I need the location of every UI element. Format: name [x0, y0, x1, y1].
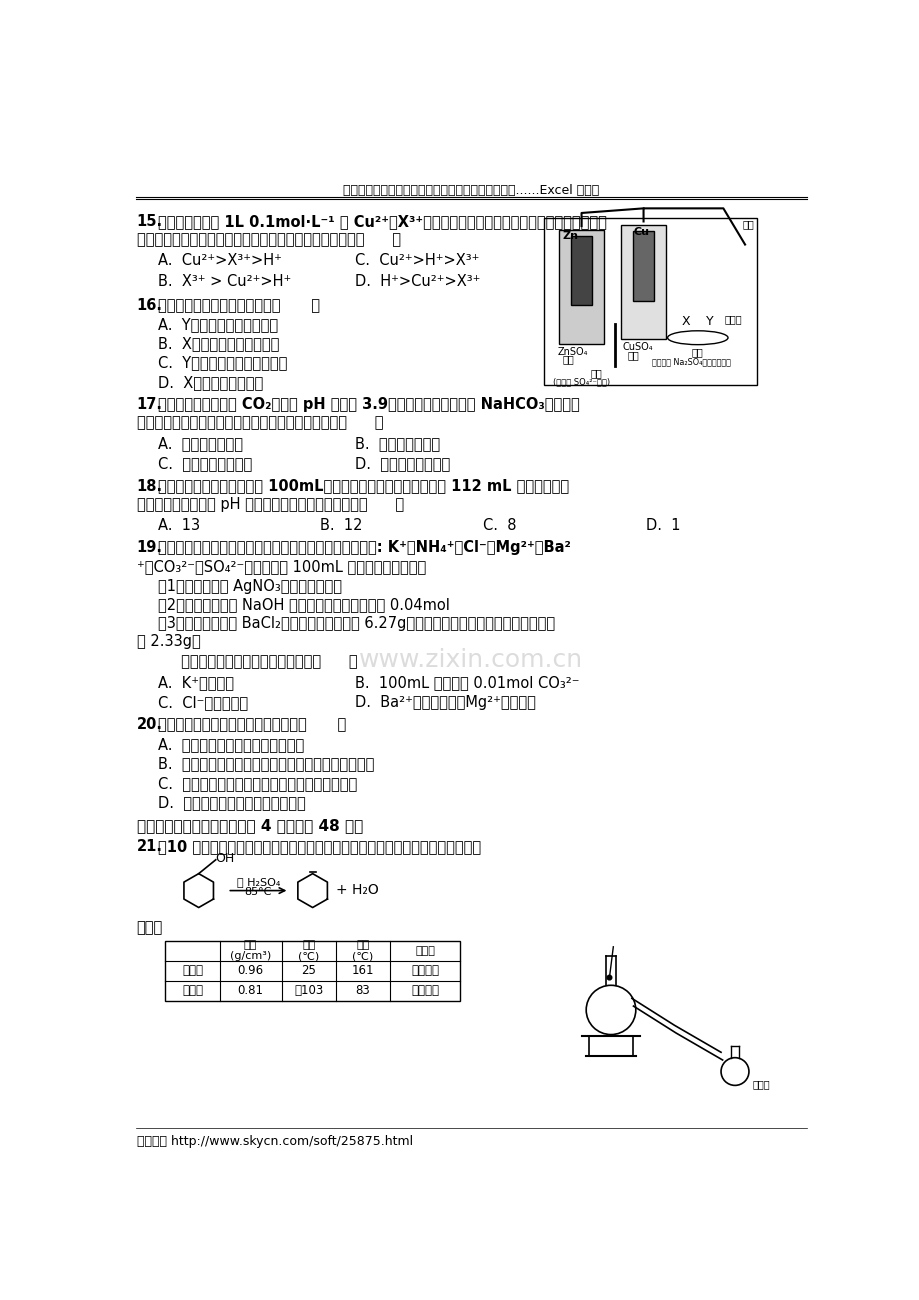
Text: 其浓度时，适宜选用的指示剂及其终点的颜色变化是（      ）: 其浓度时，适宜选用的指示剂及其终点的颜色变化是（ ）: [137, 416, 383, 430]
Ellipse shape: [667, 330, 727, 344]
Text: 25: 25: [301, 965, 316, 978]
Circle shape: [720, 1058, 748, 1085]
Text: 0.96: 0.96: [237, 965, 264, 978]
Polygon shape: [298, 874, 327, 907]
Text: 浓 H₂SO₄: 浓 H₂SO₄: [236, 876, 279, 887]
Text: 表面皿: 表面皿: [724, 315, 742, 325]
Text: 溶液: 溶液: [627, 350, 639, 360]
Text: 况），此时电解液的 pH 为（电解液的体积保持不变）（      ）: 况），此时电解液的 pH 为（电解液的体积保持不变）（ ）: [137, 497, 403, 512]
Text: B.  100mL 溶液中含 0.01mol CO₃²⁻: B. 100mL 溶液中含 0.01mol CO₃²⁻: [355, 675, 579, 690]
Text: 15.: 15.: [137, 213, 163, 229]
Text: 沸点
(℃): 沸点 (℃): [352, 940, 373, 962]
Text: A.  13: A. 13: [157, 517, 199, 533]
Text: D.  1: D. 1: [645, 517, 680, 533]
Text: 环己醇: 环己醇: [182, 965, 203, 978]
Text: （3）第三份加足量 BaCl₂溶液后，得干燥沉淀 6.27g，经足量盐酸洗涤、干燥后，沉淀质量: （3）第三份加足量 BaCl₂溶液后，得干燥沉淀 6.27g，经足量盐酸洗涤、干…: [157, 616, 554, 630]
Text: ⁺、CO₃²⁻、SO₄²⁻，现取三份 100mL 溶液进行如下实验：: ⁺、CO₃²⁻、SO₄²⁻，现取三份 100mL 溶液进行如下实验：: [137, 559, 425, 573]
Text: C.  甲基橙，由橙变黄: C. 甲基橙，由橙变黄: [157, 456, 252, 472]
Text: 如图所示，下列叙述正确的是（      ）: 如图所示，下列叙述正确的是（ ）: [158, 298, 320, 313]
Text: 已知：: 已知：: [137, 920, 163, 935]
Text: B.  X³⁺ > Cu²⁺>H⁺: B. X³⁺ > Cu²⁺>H⁺: [157, 274, 290, 289]
Text: A.  用渗析的方法精制氢氧化铁胶体: A. 用渗析的方法精制氢氧化铁胶体: [157, 737, 303, 753]
Text: 二、填空、实验题（本题包括 4 小题，共 48 分）: 二、填空、实验题（本题包括 4 小题，共 48 分）: [137, 818, 363, 833]
Text: 用惰性电极电解 1L 0.1mol·L⁻¹ 含 Cu²⁺、X³⁺的水溶液，阴极增重量与通过电子的物质的量的: 用惰性电极电解 1L 0.1mol·L⁻¹ 含 Cu²⁺、X³⁺的水溶液，阴极增…: [158, 213, 607, 229]
Text: 下列分离或提纯物质的方法错误的是（      ）: 下列分离或提纯物质的方法错误的是（ ）: [158, 718, 346, 732]
Text: 根据上述实验，以下推测正确的是（      ）: 根据上述实验，以下推测正确的是（ ）: [157, 654, 357, 670]
Text: D.  Ba²⁺一定不存在，Mg²⁺可能存在: D. Ba²⁺一定不存在，Mg²⁺可能存在: [355, 696, 536, 710]
Text: C.  用加热的方法提纯含有少量碳酸氢钠的碳酸钠: C. 用加热的方法提纯含有少量碳酸氢钠的碳酸钠: [157, 776, 357, 790]
Text: 冰水浴: 冰水浴: [751, 1079, 769, 1089]
Text: 今有一混合物的水溶液，只可能含有以下离子中的若干种: K⁺、NH₄⁺、Cl⁻、Mg²⁺、Ba²: 今有一混合物的水溶液，只可能含有以下离子中的若干种: K⁺、NH₄⁺、Cl⁻、M…: [158, 541, 571, 555]
Bar: [165, 941, 460, 1001]
Text: （2）第二份加足量 NaOH 溶液加热后，收集到气体 0.04mol: （2）第二份加足量 NaOH 溶液加热后，收集到气体 0.04mol: [157, 597, 449, 612]
Text: A.  Y为阴极，发生还原反应: A. Y为阴极，发生还原反应: [157, 317, 278, 332]
Text: －103: －103: [294, 984, 323, 997]
Bar: [543, 217, 756, 386]
Text: 为 2.33g。: 为 2.33g。: [137, 634, 200, 649]
Text: A.  石蕊，由蓝变红: A. 石蕊，由蓝变红: [157, 437, 243, 451]
Text: 测验、考试成绩录入（登分）的不可少工具（免费）......Excel 登分王: 测验、考试成绩录入（登分）的不可少工具（免费）......Excel 登分王: [343, 183, 599, 196]
Text: 能溶于水: 能溶于水: [411, 965, 438, 978]
Text: 关系如图所示，则溶液中离子的氧化性有强到弱的顺序是（      ）: 关系如图所示，则溶液中离子的氧化性有强到弱的顺序是（ ）: [137, 233, 401, 247]
Text: 溶解性: 溶解性: [414, 945, 435, 956]
Text: C.  8: C. 8: [482, 517, 516, 533]
Text: B.  酚酞，红色褪去: B. 酚酞，红色褪去: [355, 437, 440, 451]
Text: D.  用盐析的方法分离、提纯蛋白质: D. 用盐析的方法分离、提纯蛋白质: [157, 796, 305, 810]
Text: （滴加了 Na₂SO₄、酚酞溶液）: （滴加了 Na₂SO₄、酚酞溶液）: [652, 358, 731, 367]
Text: B.  用溶解、过滤的方法提纯含有少量硫酸钡的碳酸钡: B. 用溶解、过滤的方法提纯含有少量硫酸钡的碳酸钡: [157, 757, 374, 772]
Text: B.  X为正极，发生氧化反应: B. X为正极，发生氧化反应: [157, 337, 278, 351]
Text: （10 分）某化学小组采用类似制乙酸乙酯的装置（如图），以环己醇制备环己烯: （10 分）某化学小组采用类似制乙酸乙酯的装置（如图），以环己醇制备环己烯: [158, 838, 481, 854]
Text: D.  H⁺>Cu²⁺>X³⁺: D. H⁺>Cu²⁺>X³⁺: [355, 274, 480, 289]
Text: A.  Cu²⁺>X³⁺>H⁺: A. Cu²⁺>X³⁺>H⁺: [157, 254, 281, 268]
Text: D.  甲基橙，由黄变橙: D. 甲基橙，由黄变橙: [355, 456, 450, 472]
Text: 21.: 21.: [137, 838, 163, 854]
Text: 滤纸: 滤纸: [691, 347, 703, 358]
Text: D.  X为滤纸接触处变红: D. X为滤纸接触处变红: [157, 374, 263, 390]
Bar: [559, 230, 604, 344]
Text: 0.81: 0.81: [237, 984, 264, 997]
Text: C.  Cl⁻不可能存在: C. Cl⁻不可能存在: [157, 696, 247, 710]
Text: Zn: Zn: [562, 231, 577, 242]
Text: OH: OH: [216, 852, 234, 864]
Text: www.zixin.com.cn: www.zixin.com.cn: [359, 647, 583, 672]
Text: 下载地址 http://www.skycn.com/soft/25875.html: 下载地址 http://www.skycn.com/soft/25875.htm…: [137, 1135, 413, 1148]
Circle shape: [585, 985, 635, 1035]
Text: 铜丝: 铜丝: [742, 220, 754, 229]
Text: A.  K⁺一定存在: A. K⁺一定存在: [157, 675, 233, 690]
Text: C.  Cu²⁺>H⁺>X³⁺: C. Cu²⁺>H⁺>X³⁺: [355, 254, 479, 268]
Text: （1）第一份加入 AgNO₃溶液有沉淀产生: （1）第一份加入 AgNO₃溶液有沉淀产生: [157, 578, 341, 594]
Bar: [620, 225, 665, 339]
Text: 溶液: 溶液: [562, 355, 573, 365]
Text: 已知常温常压下饱和 CO₂溶液的 pH 值约为 3.9，则可以推断盐酸滴定 NaHCO₃溶液测定: 已知常温常压下饱和 CO₂溶液的 pH 值约为 3.9，则可以推断盐酸滴定 Na…: [158, 396, 580, 412]
Text: 用惰性电极电解饱和食盐水 100mL，经过一段时间后，阴极收集到 112 mL 氢气（标准状: 用惰性电极电解饱和食盐水 100mL，经过一段时间后，阴极收集到 112 mL …: [158, 478, 569, 494]
Text: 密度
(g/cm³): 密度 (g/cm³): [230, 940, 271, 962]
Text: 19.: 19.: [137, 541, 163, 555]
Text: ZnSO₄: ZnSO₄: [557, 347, 587, 358]
Text: 20.: 20.: [137, 718, 163, 732]
Text: (只允许 SO₄²⁻通过): (只允许 SO₄²⁻通过): [552, 378, 609, 387]
Text: 难溶于水: 难溶于水: [411, 984, 438, 997]
Bar: [633, 231, 652, 300]
Bar: [571, 237, 591, 306]
Text: + H₂O: + H₂O: [335, 883, 379, 897]
Polygon shape: [184, 874, 213, 907]
Text: B.  12: B. 12: [320, 517, 362, 533]
Text: 隔膜: 隔膜: [589, 368, 601, 378]
Text: C.  Y与滤纸接触处有氧气生成: C. Y与滤纸接触处有氧气生成: [157, 355, 287, 370]
Text: 161: 161: [351, 965, 374, 978]
Text: 85°C: 85°C: [244, 887, 272, 897]
Text: 熔点
(℃): 熔点 (℃): [298, 940, 319, 962]
Text: 16.: 16.: [137, 298, 163, 313]
Text: Cu: Cu: [633, 226, 649, 237]
Text: 18.: 18.: [137, 478, 163, 494]
Text: Y: Y: [705, 315, 712, 328]
Circle shape: [607, 975, 611, 980]
Text: 83: 83: [356, 984, 370, 997]
Text: CuSO₄: CuSO₄: [622, 342, 652, 352]
Text: 环己烯: 环己烯: [182, 984, 203, 997]
Text: 17.: 17.: [137, 396, 163, 412]
Text: X: X: [681, 315, 690, 328]
